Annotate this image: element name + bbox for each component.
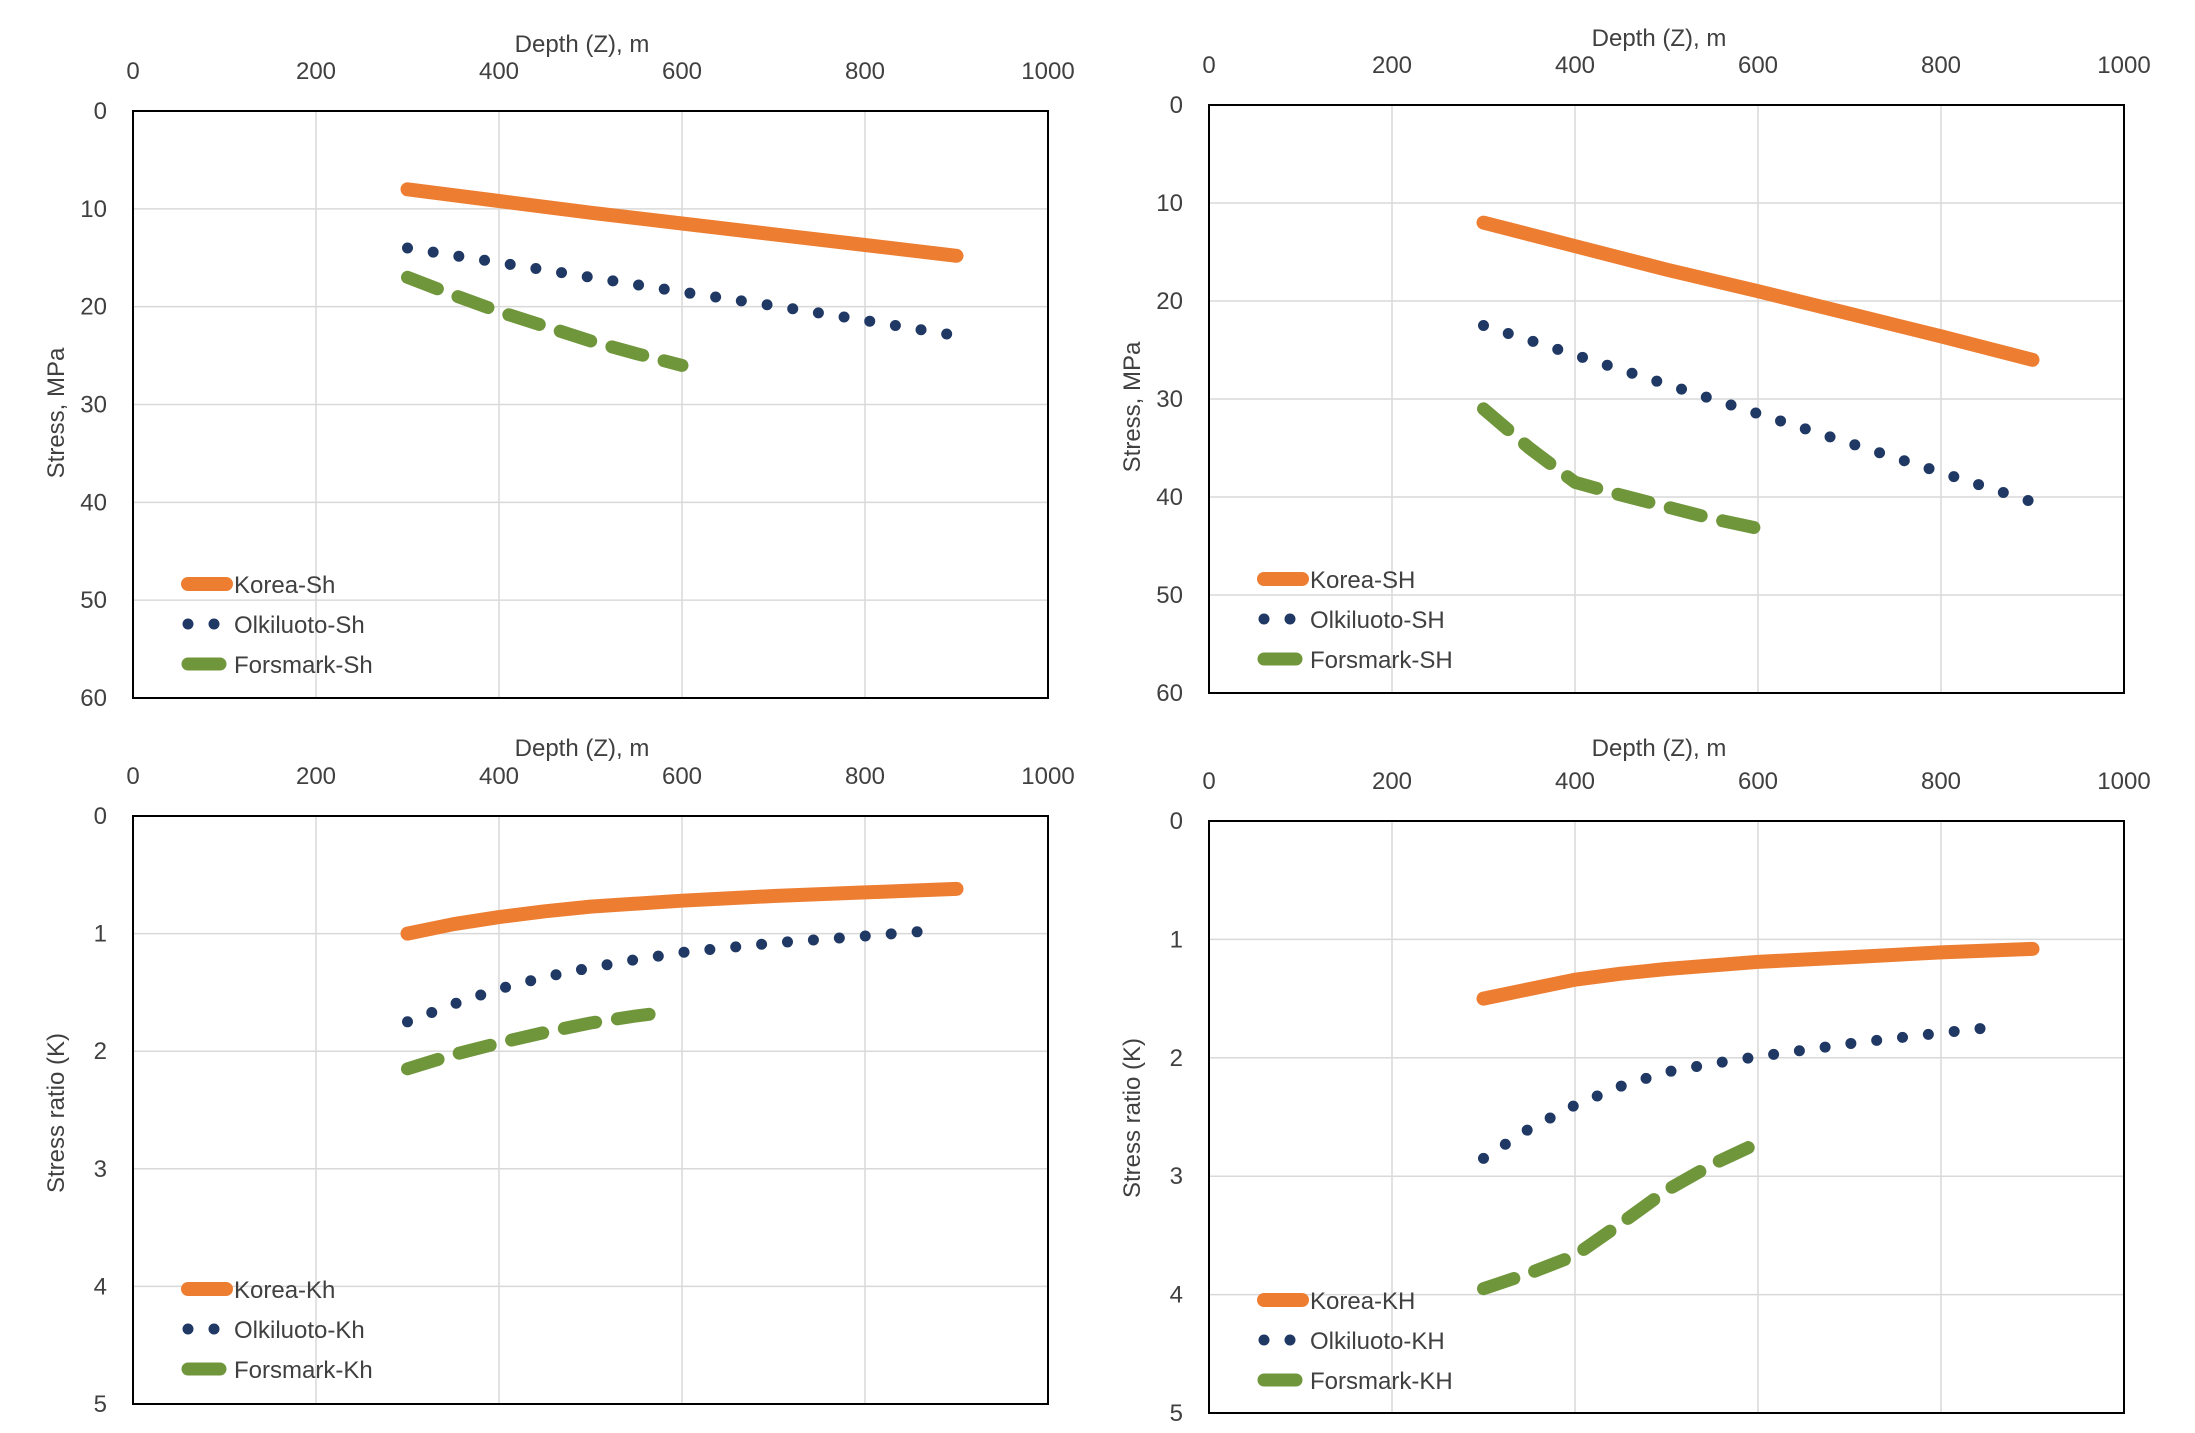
y-tick-label: 1	[1170, 926, 1183, 953]
plot-frame	[1208, 820, 2125, 1414]
plot-frame	[132, 815, 1049, 1405]
y-tick-label: 1	[94, 921, 107, 948]
chart-ratio-KH: Depth (Z), m Stress ratio (K) 0 200 400 600…	[1119, 735, 2151, 1427]
y-tick-label: 0	[1170, 92, 1183, 119]
x-tick-label: 400	[1555, 768, 1595, 795]
legend-label: Olkiluoto-SH	[1310, 607, 1445, 634]
x-axis-title: Depth (Z), m	[1592, 25, 1727, 52]
y-tick-label: 50	[1156, 582, 1183, 609]
y-tick-label: 5	[1170, 1400, 1183, 1427]
plot-area	[133, 816, 1048, 1404]
x-tick-label: 200	[296, 58, 336, 85]
x-axis-title: Depth (Z), m	[515, 31, 650, 58]
y-tick-label: 4	[1170, 1282, 1183, 1309]
y-tick-label: 2	[94, 1038, 107, 1065]
chart-ratio-kh: Depth (Z), m Stress ratio (K) 0 200 400 600…	[43, 735, 1075, 1418]
series-line-forsmark-kh	[1477, 1136, 1765, 1296]
x-tick-label: 400	[479, 763, 519, 790]
legend-label: Forsmark-Sh	[234, 652, 373, 679]
y-axis-title: Stress, MPa	[1119, 341, 1146, 472]
legend-label: Forsmark-SH	[1310, 647, 1453, 674]
x-tick-label: 0	[126, 58, 139, 85]
y-tick-label: 3	[94, 1156, 107, 1183]
y-tick-label: 10	[80, 196, 107, 223]
y-tick-label: 40	[80, 489, 107, 516]
series-line-korea-kh	[1476, 941, 2040, 1006]
x-tick-label: 200	[1372, 52, 1412, 79]
series-line-olkiluoto-sh	[402, 242, 953, 340]
x-tick-label: 1000	[2097, 768, 2150, 795]
y-tick-label: 40	[1156, 484, 1183, 511]
x-tick-label: 0	[1202, 768, 1215, 795]
y-tick-label: 60	[1156, 680, 1183, 707]
y-axis-title: Stress ratio (K)	[1119, 1038, 1146, 1198]
x-axis-title: Depth (Z), m	[1592, 735, 1727, 762]
y-tick-label: 5	[94, 1391, 107, 1418]
x-tick-label: 600	[662, 763, 702, 790]
legend-label: Korea-KH	[1310, 1288, 1415, 1315]
legend-label: Forsmark-Kh	[234, 1357, 373, 1384]
x-tick-label: 1000	[1021, 58, 1074, 85]
x-tick-label: 800	[845, 58, 885, 85]
legend-label: Forsmark-KH	[1310, 1368, 1453, 1395]
x-tick-label: 1000	[1021, 763, 1074, 790]
y-tick-label: 4	[94, 1273, 107, 1300]
y-axis-title: Stress ratio (K)	[43, 1033, 70, 1193]
series-line-korea-sh	[400, 182, 964, 263]
y-tick-label: 10	[1156, 190, 1183, 217]
plot-area	[1209, 821, 2124, 1413]
y-tick-label: 30	[1156, 386, 1183, 413]
legend-label: Olkiluoto-Sh	[234, 612, 365, 639]
x-tick-label: 400	[479, 58, 519, 85]
legend-label: Korea-Kh	[234, 1277, 335, 1304]
y-tick-label: 20	[80, 294, 107, 321]
x-tick-label: 200	[1372, 768, 1412, 795]
legend-label: Olkiluoto-Kh	[234, 1317, 365, 1344]
series-line-forsmark-kh	[401, 1005, 671, 1076]
y-tick-label: 3	[1170, 1163, 1183, 1190]
y-tick-label: 2	[1170, 1045, 1183, 1072]
x-axis-title: Depth (Z), m	[515, 735, 650, 762]
series-line-korea-kh	[400, 881, 964, 941]
x-tick-label: 0	[1202, 52, 1215, 79]
x-tick-label: 0	[126, 763, 139, 790]
chart-stress-SH: Depth (Z), m Stress, MPa 0 200 400 600 800 10…	[1119, 25, 2151, 707]
series-line-olkiluoto-kh	[1478, 1020, 2011, 1164]
y-tick-label: 0	[94, 803, 107, 830]
y-axis-title: Stress, MPa	[43, 347, 70, 478]
legend-label: Olkiluoto-KH	[1310, 1328, 1445, 1355]
x-tick-label: 1000	[2097, 52, 2150, 79]
legend-label: Korea-SH	[1310, 567, 1415, 594]
x-tick-label: 600	[1738, 768, 1778, 795]
x-tick-label: 800	[1921, 768, 1961, 795]
series-line-olkiluoto-sh	[1478, 320, 2038, 508]
x-tick-label: 600	[1738, 52, 1778, 79]
series-line-korea-sh	[1476, 215, 2040, 367]
y-tick-label: 20	[1156, 288, 1183, 315]
chart-stress-sh: Depth (Z), m Stress, MPa 0 200 400 600 800 10…	[43, 31, 1075, 712]
plot-frame	[132, 110, 1049, 699]
y-tick-label: 50	[80, 587, 107, 614]
series-line-forsmark-sh	[1477, 402, 1765, 535]
y-tick-label: 0	[94, 98, 107, 125]
series-line-forsmark-sh	[401, 270, 689, 372]
y-tick-label: 0	[1170, 808, 1183, 835]
x-tick-label: 800	[1921, 52, 1961, 79]
x-tick-label: 200	[296, 763, 336, 790]
series-line-olkiluoto-kh	[402, 924, 944, 1028]
y-tick-label: 30	[80, 392, 107, 419]
x-tick-label: 600	[662, 58, 702, 85]
plot-frame	[1208, 104, 2125, 694]
x-tick-label: 400	[1555, 52, 1595, 79]
y-tick-label: 60	[80, 685, 107, 712]
legend-label: Korea-Sh	[234, 572, 335, 599]
x-tick-label: 800	[845, 763, 885, 790]
